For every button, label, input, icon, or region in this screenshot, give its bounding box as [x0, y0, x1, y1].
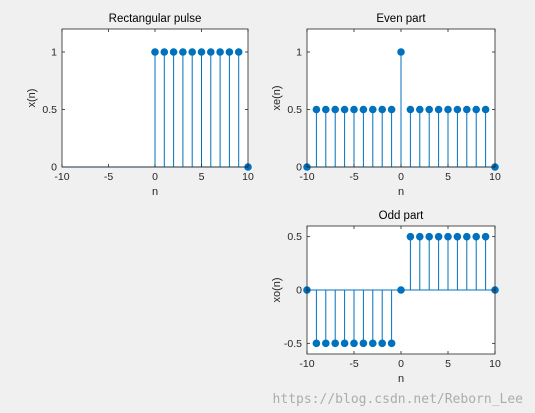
data-point: [160, 48, 169, 56]
data-point: [425, 105, 434, 114]
y-axis-label: xe(n): [271, 85, 283, 110]
data-point: [340, 105, 349, 114]
x-tick-label: -10: [54, 171, 69, 183]
subplot-3: -10 -5 0 5 10 -0.5 0 0.5 Odd part n xo(n): [271, 210, 501, 385]
x-tick-label: 5: [199, 171, 205, 183]
x-tick-label: -5: [104, 171, 113, 183]
data-point: [359, 339, 368, 348]
y-tick-label: 0.5: [287, 231, 302, 243]
x-tick-label: 5: [445, 358, 451, 370]
data-point: [434, 232, 443, 241]
y-tick-label: 1: [296, 47, 302, 59]
y-axis-label: x(n): [26, 89, 38, 108]
data-point: [225, 48, 234, 56]
data-point: [322, 339, 330, 348]
data-point: [169, 48, 178, 56]
data-point: [207, 48, 215, 56]
data-point: [378, 339, 387, 348]
y-tick-label: 0.5: [287, 104, 302, 116]
data-point: [151, 48, 159, 56]
x-tick-label: 0: [152, 171, 158, 183]
data-point: [216, 48, 224, 56]
data-point: [397, 48, 405, 56]
data-point: [234, 48, 243, 56]
x-tick-label: 0: [398, 171, 404, 183]
data-point: [453, 105, 462, 114]
x-axis-label: n: [152, 186, 158, 198]
data-point: [406, 232, 415, 241]
data-point: [463, 105, 471, 114]
data-point: [378, 105, 387, 114]
data-point: [397, 286, 405, 294]
data-point: [434, 105, 443, 114]
x-tick-label: 0: [398, 358, 404, 370]
data-point: [387, 339, 396, 348]
data-point: [350, 339, 358, 348]
x-tick-label: -10: [299, 171, 314, 183]
data-point: [416, 232, 424, 241]
data-point: [312, 105, 321, 114]
data-point: [197, 48, 206, 56]
x-tick-label: 5: [445, 171, 451, 183]
subplot-title: Even part: [376, 13, 426, 25]
y-tick-label: 0: [51, 162, 57, 174]
data-point: [179, 48, 187, 56]
data-point: [331, 339, 340, 348]
data-point: [350, 105, 358, 114]
subplot-title: Rectangular pulse: [109, 13, 202, 25]
data-point: [369, 105, 377, 114]
data-point: [444, 232, 452, 241]
subplot-1: -10 -5 0 5 10 0 0.5 1 Rectangular pulse n x(n): [26, 13, 254, 198]
data-point: [340, 339, 349, 348]
data-point: [472, 105, 481, 114]
x-tick-label: 10: [242, 171, 254, 183]
watermark-text: https://blog.csdn.net/Reborn_Lee: [272, 392, 523, 407]
y-tick-label: 0: [296, 285, 302, 297]
y-tick-label: -0.5: [284, 338, 302, 350]
y-axis-label: xo(n): [271, 277, 283, 302]
data-point: [481, 105, 490, 114]
y-tick-label: 0: [296, 162, 302, 174]
x-axis-label: n: [398, 186, 404, 198]
x-axis-label: n: [398, 373, 404, 385]
data-point: [406, 105, 415, 114]
data-point: [331, 105, 340, 114]
data-point: [188, 48, 196, 56]
data-point: [312, 339, 321, 348]
data-point: [369, 339, 377, 348]
x-tick-label: -5: [349, 358, 358, 370]
data-point: [453, 232, 462, 241]
subplot-title: Odd part: [379, 210, 425, 222]
data-point: [359, 105, 368, 114]
x-tick-label: -10: [299, 358, 314, 370]
data-point: [444, 105, 452, 114]
data-point: [387, 105, 396, 114]
data-point: [472, 232, 481, 241]
data-point: [463, 232, 471, 241]
data-point: [322, 105, 330, 114]
x-tick-label: 10: [489, 171, 501, 183]
x-tick-label: -5: [349, 171, 358, 183]
y-tick-label: 1: [51, 47, 57, 59]
x-tick-label: 10: [489, 358, 501, 370]
data-point: [481, 232, 490, 241]
data-point: [425, 232, 434, 241]
y-tick-label: 0.5: [42, 104, 57, 116]
subplot-2: -10 -5 0 5 10 0 0.5 1 Even part n xe(n): [271, 13, 501, 198]
data-point: [416, 105, 424, 114]
